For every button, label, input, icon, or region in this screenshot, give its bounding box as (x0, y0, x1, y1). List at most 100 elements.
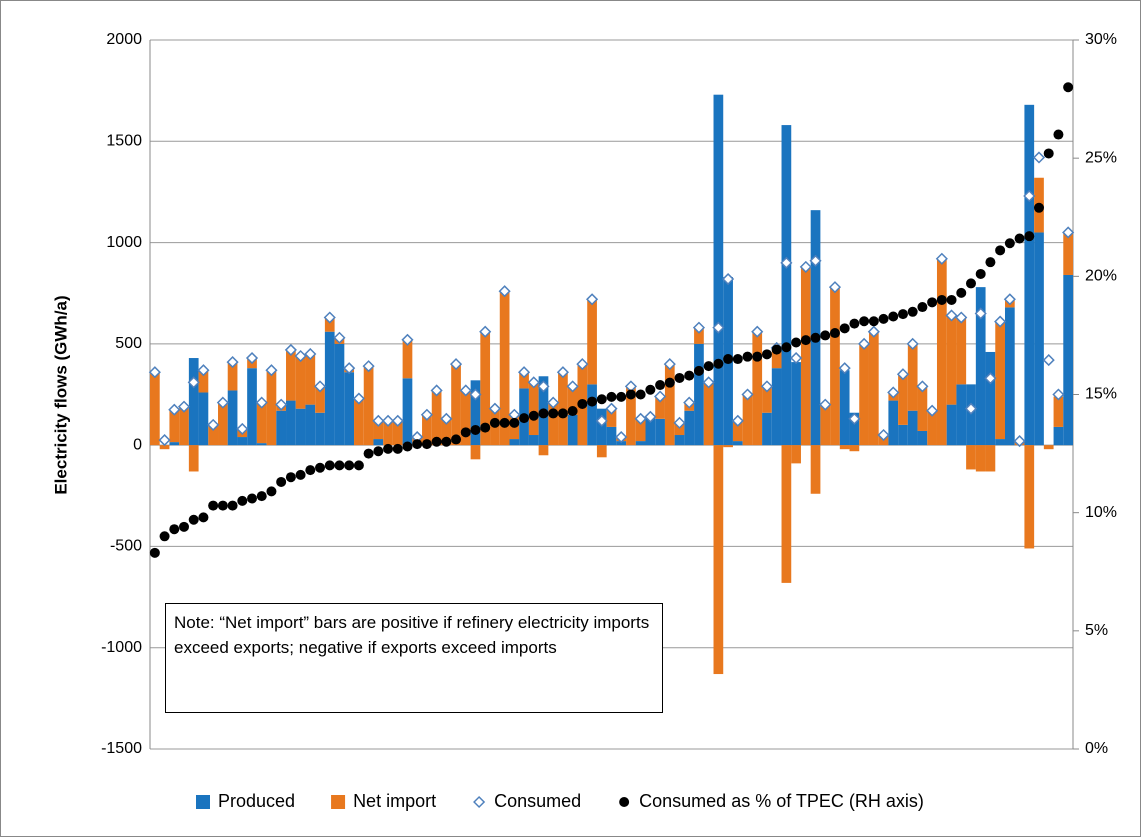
point (975, 268, 986, 279)
marker (1042, 354, 1055, 367)
marker (391, 414, 404, 427)
point (383, 443, 394, 454)
point (761, 349, 772, 360)
bar (645, 416, 656, 446)
bar (373, 439, 384, 446)
marker (527, 376, 540, 389)
y2-tick-label: 10% (1085, 504, 1117, 521)
bar (499, 291, 510, 446)
marker (556, 366, 569, 379)
bar (548, 402, 559, 446)
bar (587, 299, 597, 385)
bar (354, 398, 364, 446)
bar (975, 445, 986, 472)
y-tick-label: 2000 (106, 31, 142, 48)
point (1053, 129, 1064, 140)
point (441, 436, 452, 447)
bar (626, 386, 636, 446)
marker (634, 412, 647, 425)
point (732, 354, 743, 365)
bar (684, 410, 695, 446)
bar (305, 353, 316, 405)
bar (373, 420, 384, 440)
point (431, 436, 442, 447)
bar (422, 414, 432, 446)
annotation: Note: “Net import” bars are positive if … (165, 603, 663, 713)
point (538, 408, 549, 419)
marker (304, 347, 317, 361)
bar (917, 386, 928, 431)
legend-label: Consumed as % of TPEC (RH axis) (639, 791, 924, 811)
bar (723, 445, 733, 448)
marker (858, 337, 871, 350)
point (1043, 148, 1054, 159)
point (179, 521, 190, 532)
bar (334, 343, 345, 446)
bar (674, 435, 685, 446)
bar (898, 374, 908, 425)
point (217, 500, 228, 511)
marker (790, 351, 803, 365)
bar (1034, 232, 1044, 446)
bar (315, 386, 325, 413)
marker (488, 402, 501, 415)
bar (237, 437, 248, 446)
marker (760, 380, 774, 393)
point (412, 439, 423, 450)
point (528, 410, 539, 421)
bar (227, 362, 238, 391)
bar (208, 424, 219, 446)
marker (440, 412, 453, 425)
bar (888, 400, 899, 446)
marker (692, 321, 706, 334)
point (295, 469, 306, 480)
marker (498, 285, 511, 298)
legend-label: Produced (218, 791, 295, 811)
marker (615, 430, 628, 444)
bar (383, 420, 393, 446)
bar (839, 445, 850, 450)
bar (635, 418, 646, 442)
bar (664, 364, 675, 446)
bar (732, 420, 743, 442)
marker (362, 360, 375, 373)
bar (528, 382, 539, 436)
marker (226, 356, 239, 369)
point (742, 351, 753, 362)
point (1024, 231, 1035, 242)
bar (266, 370, 277, 446)
y2-tick-label: 5% (1085, 622, 1108, 639)
bar (995, 321, 1005, 440)
marker (547, 396, 560, 409)
bar (975, 287, 986, 446)
point (256, 491, 267, 502)
point (616, 391, 627, 402)
bar (839, 370, 850, 446)
bar (635, 441, 646, 446)
marker (449, 358, 463, 371)
y-tick-label: -1000 (101, 639, 142, 656)
point (159, 531, 170, 542)
point (820, 330, 831, 341)
point (188, 514, 199, 525)
bar (441, 418, 452, 446)
bar (800, 266, 811, 446)
point (344, 460, 355, 471)
point (587, 396, 598, 407)
bar (363, 366, 374, 446)
bar (606, 408, 617, 427)
bar (694, 343, 704, 446)
marker (323, 311, 336, 324)
bar (509, 439, 520, 446)
marker (722, 272, 735, 286)
point (1004, 238, 1015, 249)
bar (907, 410, 918, 446)
marker (799, 260, 812, 273)
bar (1024, 445, 1035, 549)
bar (868, 331, 879, 446)
bar (596, 408, 607, 446)
point (635, 389, 646, 400)
bar (703, 382, 714, 446)
bar (742, 394, 753, 446)
marker (216, 396, 229, 409)
